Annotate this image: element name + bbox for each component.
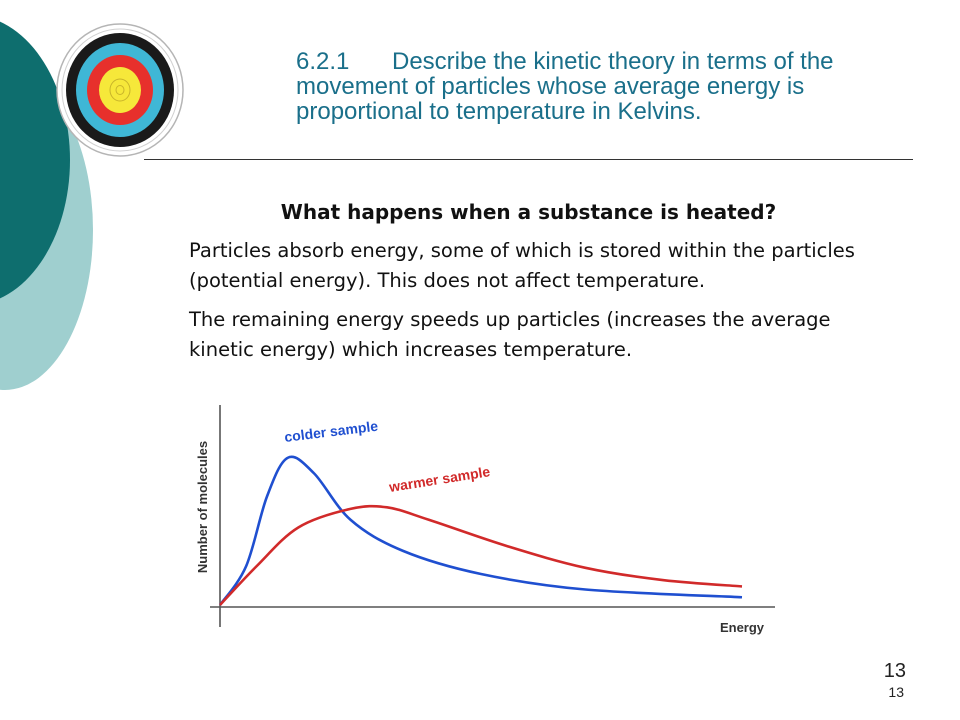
page-number-small: 13 [888,684,904,700]
energy-distribution-chart: Number of molecules Energy colder sample… [195,405,775,635]
bullet-text: The remaining energy speeds up particles… [189,308,831,361]
list-item: Particles absorb energy, some of which i… [158,236,878,296]
series-label-0: colder sample [283,418,379,445]
objective-text: Describe the kinetic theory in terms of … [296,48,834,125]
bullet-list: Particles absorb energy, some of which i… [158,236,878,374]
bullet-text: Particles absorb energy, some of which i… [189,239,855,292]
y-axis-label: Number of molecules [195,441,210,573]
divider-line [144,159,913,160]
list-item: The remaining energy speeds up particles… [158,305,878,365]
series-line-1 [219,504,743,606]
archery-target-icon [55,22,185,158]
page-number: 13 [883,660,906,682]
objective-number: 6.2.1 [296,48,350,75]
series-label-1: warmer sample [387,463,491,495]
series-line-0 [218,455,743,606]
objective-heading: 6.2.1 Describe the kinetic theory in term… [296,49,916,124]
dark-teal-shape [0,21,70,299]
question-heading: What happens when a substance is heated? [280,200,777,224]
x-axis-label: Energy [720,620,765,635]
